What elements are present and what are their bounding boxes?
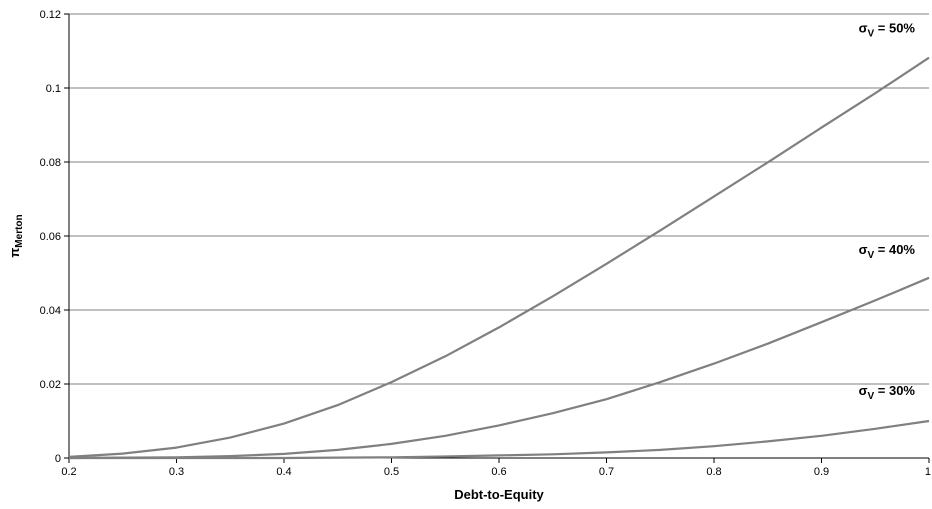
y-tick-label: 0.1 [46, 83, 61, 95]
y-tick-label: 0.12 [40, 9, 61, 21]
x-tick-label: 0.9 [814, 466, 829, 478]
x-tick-label: 1 [925, 466, 931, 478]
y-axis-label-sub: Merton [14, 214, 25, 247]
x-axis-ticks: 0.2 0.3 0.4 0.5 0.6 0.7 0.8 0.9 1 [61, 458, 931, 478]
y-tick-label: 0.06 [40, 231, 61, 243]
x-axis-label: Debt-to-Equity [454, 487, 544, 502]
x-tick-label: 0.4 [276, 466, 291, 478]
series-annotation: σV = 50% [859, 21, 916, 40]
series-lines [68, 56, 930, 460]
y-tick-label: 0.04 [40, 305, 61, 317]
series-annotation: σV = 40% [859, 242, 916, 261]
x-tick-label: 0.7 [599, 466, 614, 478]
series-line [68, 276, 930, 460]
x-tick-label: 0.8 [706, 466, 721, 478]
series-annotation: σV = 30% [859, 383, 916, 402]
y-axis-label-main: π [7, 248, 22, 258]
series-annotations: σV = 50% σV = 40% σV = 30% [859, 21, 916, 402]
series-line [69, 419, 930, 460]
x-tick-label: 0.6 [491, 466, 506, 478]
x-tick-label: 0.3 [169, 466, 184, 478]
y-axis-label: πMerton [7, 214, 25, 257]
x-tick-label: 0.2 [61, 466, 76, 478]
y-axis-ticks: 0 0.02 0.04 0.06 0.08 0.1 0.12 [40, 9, 69, 465]
y-tick-label: 0 [55, 453, 61, 465]
x-tick-label: 0.5 [384, 466, 399, 478]
grid-lines [69, 13, 929, 385]
y-tick-label: 0.08 [40, 157, 61, 169]
series-line [68, 56, 930, 458]
y-tick-label: 0.02 [40, 379, 61, 391]
